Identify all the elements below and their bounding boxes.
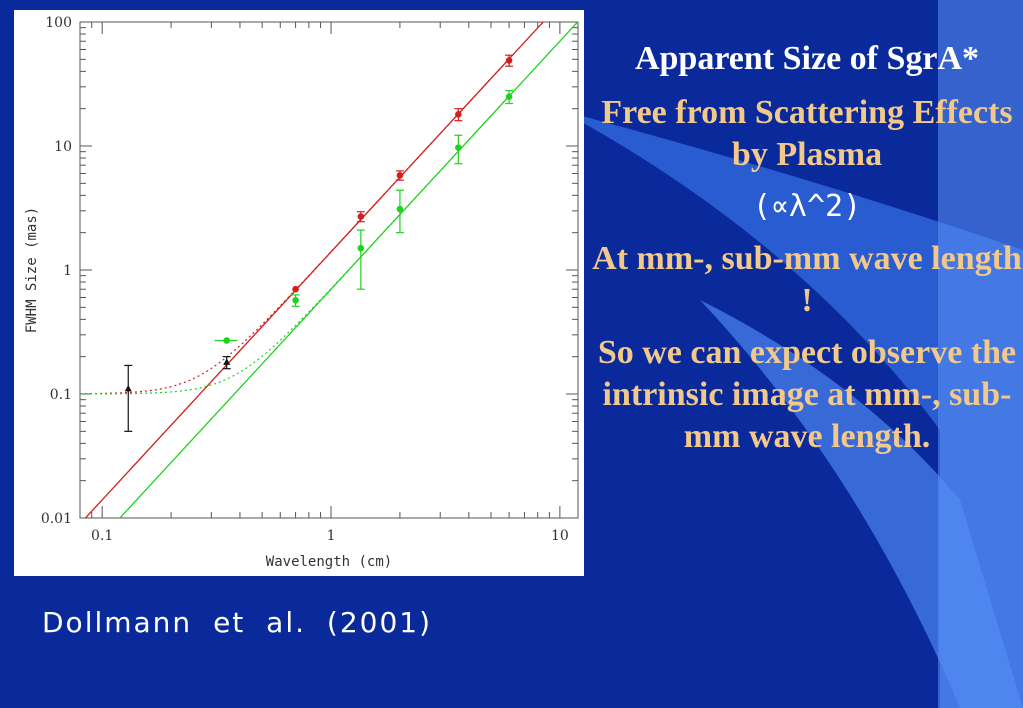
fit-line <box>84 22 545 518</box>
slide-title: Apparent Size of SgrA* <box>634 40 980 77</box>
data-point <box>396 205 404 213</box>
y-tick-label: 1 <box>63 263 72 279</box>
y-tick-label: 0.01 <box>41 511 72 527</box>
proportional-formula: (∝λ^2) <box>752 189 862 224</box>
x-tick-label: 1 <box>327 528 336 544</box>
y-tick-label: 10 <box>54 139 72 155</box>
data-point <box>223 337 230 344</box>
text-panel: Apparent Size of SgrA* Free from Scatter… <box>592 38 1022 468</box>
model-curve <box>80 58 510 395</box>
data-point <box>124 384 132 392</box>
point-wavelength: At mm-, sub-mm wave length ! <box>592 240 1022 319</box>
data-point <box>292 285 299 293</box>
model-curve <box>80 95 510 395</box>
data-point <box>292 296 299 304</box>
y-tick-label: 100 <box>45 15 72 31</box>
point-scattering: Free from Scattering Effects by Plasma <box>601 94 1013 173</box>
data-point <box>505 93 513 100</box>
fit-line <box>119 22 578 518</box>
x-tick-label: 10 <box>551 528 569 544</box>
citation: Dollmann et al. (2001) <box>42 606 433 639</box>
data-point <box>505 57 513 64</box>
data-point <box>455 144 462 151</box>
x-axis-label: Wavelength (cm) <box>266 554 392 570</box>
data-point <box>357 213 365 220</box>
data-point <box>357 244 365 252</box>
chart-panel: 0.1 1 10 0.01 0.1 1 10 100 Wavelength (cm) FWHM… <box>14 10 584 576</box>
data-point <box>223 358 231 365</box>
x-tick-label: 0.1 <box>91 528 113 544</box>
data-point <box>455 111 462 118</box>
fwhm-vs-wavelength-chart: 0.1 1 10 0.01 0.1 1 10 100 Wavelength (cm) FWHM… <box>24 15 579 570</box>
point-intrinsic-image: So we can expect observe the intrinsic i… <box>597 334 1017 455</box>
data-point <box>396 172 404 179</box>
y-axis-label: FWHM Size (mas) <box>24 207 40 333</box>
y-tick-label: 0.1 <box>50 387 72 403</box>
